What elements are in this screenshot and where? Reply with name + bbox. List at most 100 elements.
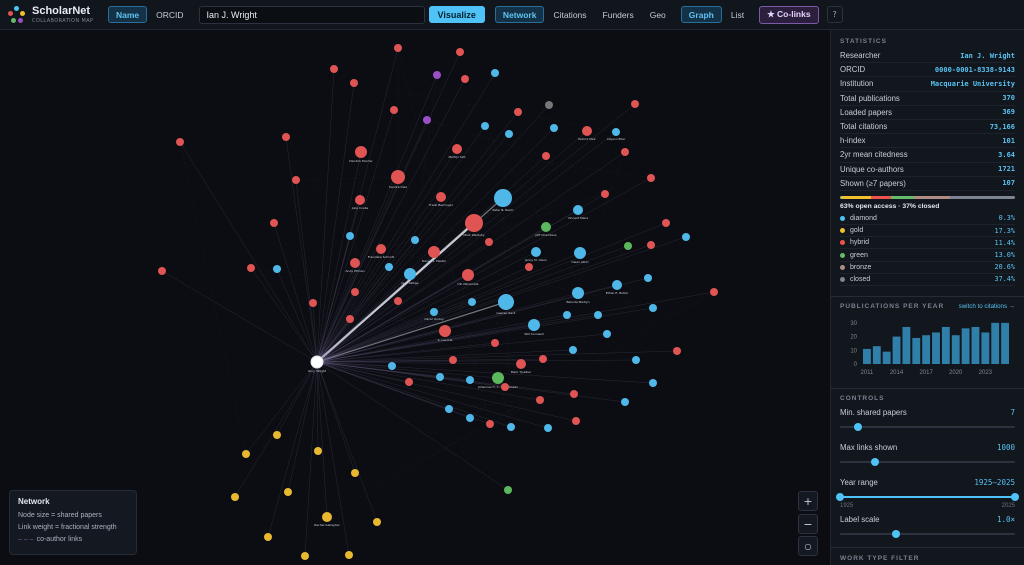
coauthor-node[interactable] [612, 280, 622, 290]
min-shared-thumb[interactable] [853, 423, 862, 431]
coauthor-node[interactable] [573, 205, 583, 215]
coauthor-node[interactable] [525, 263, 533, 271]
coauthor-node[interactable] [649, 379, 657, 387]
coauthor-node[interactable] [461, 75, 469, 83]
tab-network[interactable]: Network [494, 6, 545, 23]
coauthor-node[interactable] [270, 219, 278, 227]
coauthor-node[interactable] [491, 339, 499, 347]
coauthor-node[interactable] [492, 372, 504, 384]
coauthor-node[interactable] [388, 362, 396, 370]
coauthor-node[interactable] [710, 288, 718, 296]
coauthor-node[interactable] [273, 265, 281, 273]
coauthor-node[interactable] [572, 287, 584, 299]
co-links-button[interactable]: ★ Co-links [759, 5, 819, 24]
coauthor-node[interactable] [466, 376, 474, 384]
coauthor-node[interactable] [507, 423, 515, 431]
coauthor-node[interactable] [531, 247, 541, 257]
coauthor-node[interactable] [514, 108, 522, 116]
max-links-thumb[interactable] [871, 458, 879, 466]
coauthor-node[interactable] [273, 431, 281, 439]
coauthor-node[interactable] [612, 128, 620, 136]
tab-citations[interactable]: Citations [553, 9, 587, 20]
coauthor-node[interactable] [491, 69, 499, 77]
coauthor-node[interactable] [436, 192, 446, 202]
coauthor-node[interactable] [621, 148, 629, 156]
coauthor-node[interactable] [385, 263, 393, 271]
coauthor-node[interactable] [436, 373, 444, 381]
coauthor-node[interactable] [351, 288, 359, 296]
coauthor-node[interactable] [662, 219, 670, 227]
coauthor-node[interactable] [301, 552, 309, 560]
coauthor-node[interactable] [330, 65, 338, 73]
focus-researcher-node[interactable] [310, 355, 324, 369]
coauthor-node[interactable] [624, 242, 632, 250]
coauthor-node[interactable] [466, 414, 474, 422]
coauthor-node[interactable] [462, 269, 474, 281]
coauthor-node[interactable] [569, 346, 577, 354]
coauthor-node[interactable] [501, 383, 509, 391]
coauthor-node[interactable] [456, 48, 464, 56]
coauthor-node[interactable] [563, 311, 571, 319]
coauthor-node[interactable] [264, 533, 272, 541]
coauthor-node[interactable] [621, 398, 629, 406]
coauthor-node[interactable] [322, 512, 332, 522]
coauthor-node[interactable] [468, 298, 476, 306]
zoom-in-button[interactable]: + [798, 491, 818, 511]
coauthor-node[interactable] [647, 241, 655, 249]
year-range-max-thumb[interactable] [1011, 493, 1019, 501]
coauthor-node[interactable] [504, 486, 512, 494]
tab-graph[interactable]: Graph [680, 6, 722, 23]
switch-to-citations-link[interactable]: switch to citations → [958, 303, 1015, 310]
coauthor-node[interactable] [644, 274, 652, 282]
coauthor-node[interactable] [176, 138, 184, 146]
year-range-min-thumb[interactable] [836, 493, 844, 501]
coauthor-node[interactable] [649, 304, 657, 312]
coauthor-node[interactable] [405, 378, 413, 386]
coauthor-node[interactable] [282, 133, 290, 141]
coauthor-node[interactable] [428, 246, 440, 258]
coauthor-node[interactable] [394, 44, 402, 52]
coauthor-node[interactable] [647, 174, 655, 182]
coauthor-node[interactable] [355, 195, 365, 205]
coauthor-node[interactable] [485, 238, 493, 246]
coauthor-node[interactable] [411, 236, 419, 244]
coauthor-node[interactable] [231, 493, 239, 501]
coauthor-node[interactable] [314, 447, 322, 455]
coauthor-node[interactable] [430, 308, 438, 316]
coauthor-node[interactable] [631, 100, 639, 108]
coauthor-node[interactable] [242, 450, 250, 458]
coauthor-node[interactable] [465, 214, 483, 232]
coauthor-node[interactable] [494, 189, 512, 207]
coauthor-node[interactable] [449, 356, 457, 364]
coauthor-node[interactable] [550, 124, 558, 132]
coauthor-node[interactable] [682, 233, 690, 241]
coauthor-node[interactable] [486, 420, 494, 428]
coauthor-node[interactable] [582, 126, 592, 136]
coauthor-node[interactable] [545, 101, 553, 109]
coauthor-node[interactable] [574, 247, 586, 259]
coauthor-node[interactable] [351, 469, 359, 477]
coauthor-node[interactable] [498, 294, 514, 310]
coauthor-node[interactable] [673, 347, 681, 355]
coauthor-node[interactable] [376, 244, 386, 254]
tab-geo[interactable]: Geo [649, 9, 666, 20]
coauthor-node[interactable] [350, 258, 360, 268]
coauthor-node[interactable] [570, 390, 578, 398]
visualize-button[interactable]: Visualize [428, 6, 485, 23]
coauthor-node[interactable] [247, 264, 255, 272]
min-shared-slider[interactable] [840, 422, 1015, 432]
coauthor-node[interactable] [594, 311, 602, 319]
coauthor-node[interactable] [355, 146, 367, 158]
coauthor-node[interactable] [346, 315, 354, 323]
coauthor-node[interactable] [603, 330, 611, 338]
coauthor-node[interactable] [345, 551, 353, 559]
label-scale-slider[interactable] [840, 529, 1015, 539]
coauthor-node[interactable] [516, 359, 526, 369]
search-mode-orcid[interactable]: ORCID [156, 9, 184, 20]
zoom-out-button[interactable]: − [798, 514, 818, 534]
coauthor-node[interactable] [601, 190, 609, 198]
coauthor-node[interactable] [572, 417, 580, 425]
coauthor-node[interactable] [346, 232, 354, 240]
coauthor-node[interactable] [309, 299, 317, 307]
coauthor-node[interactable] [373, 518, 381, 526]
